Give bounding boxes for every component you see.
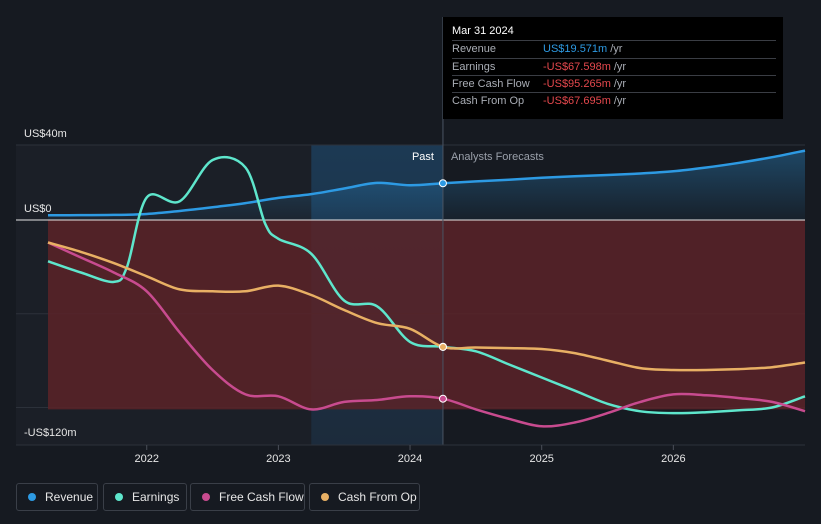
x-tick-label: 2026 [661,453,685,465]
legend-label: Free Cash Flow [219,490,304,504]
x-tick-label: 2025 [529,453,553,465]
cash-from-op-line [47,241,806,372]
tooltip-value: -US$67.695m/yr [543,93,626,110]
tooltip-row-earnings: Earnings -US$67.598m/yr [452,58,776,76]
tooltip-value: -US$67.598m/yr [543,59,626,76]
tooltip-unit: /yr [613,61,627,73]
tooltip-label: Cash From Op [452,95,525,107]
legend-item-cash-from-op[interactable]: Cash From Op [309,483,420,511]
legend-item-free-cash-flow[interactable]: Free Cash Flow [190,483,305,511]
tooltip-value-number: US$19.571m [543,43,608,55]
free-cash-flow-marker [438,394,447,403]
y-tick-label: US$0 [24,203,52,215]
tooltip-value: -US$95.265m/yr [543,76,626,93]
cash-from-op-marker [438,342,447,351]
earnings-line [47,155,806,415]
loss-area [48,220,805,410]
tooltip-unit: /yr [613,95,627,107]
x-tick-label: 2023 [266,453,290,465]
past-label: Past [412,151,434,163]
y-tick-label: US$40m [24,128,67,140]
tooltip-unit: /yr [610,43,623,55]
tooltip-row-free-cash-flow: Free Cash Flow -US$95.265m/yr [452,75,776,93]
tooltip-row-revenue: Revenue US$19.571m/yr [452,40,776,58]
tooltip-date: Mar 31 2024 [452,25,514,37]
tooltip-row-cash-from-op: Cash From Op -US$67.695m/yr [452,92,776,110]
legend-item-revenue[interactable]: Revenue [16,483,98,511]
tooltip-unit: /yr [613,78,627,90]
x-tick-label: 2024 [398,453,422,465]
revenue-line [47,149,806,217]
tooltip-value-number: -US$67.598m [543,61,611,73]
forecast-label: Analysts Forecasts [451,151,544,163]
revenue-legend-dot-icon [28,493,36,501]
x-tick-label: 2022 [134,453,158,465]
free-cash-flow-line [47,241,806,428]
legend-item-earnings[interactable]: Earnings [103,483,187,511]
tooltip-value: US$19.571m/yr [543,41,622,58]
earnings-legend-dot-icon [115,493,123,501]
free-cash-flow-legend-dot-icon [202,493,210,501]
tooltip-value-number: -US$95.265m [543,78,611,90]
tooltip-value-number: -US$67.695m [543,95,611,107]
tooltip-label: Earnings [452,61,496,73]
tooltip-label: Free Cash Flow [452,78,530,90]
data-tooltip: Mar 31 2024 Revenue US$19.571m/yr Earnin… [443,17,783,119]
legend-label: Cash From Op [338,490,417,504]
y-tick-label: -US$120m [24,427,77,439]
legend-label: Revenue [45,490,94,504]
legend-label: Earnings [132,490,180,504]
tooltip-label: Revenue [452,43,497,55]
revenue-marker [438,179,447,188]
cash-from-op-legend-dot-icon [321,493,329,501]
